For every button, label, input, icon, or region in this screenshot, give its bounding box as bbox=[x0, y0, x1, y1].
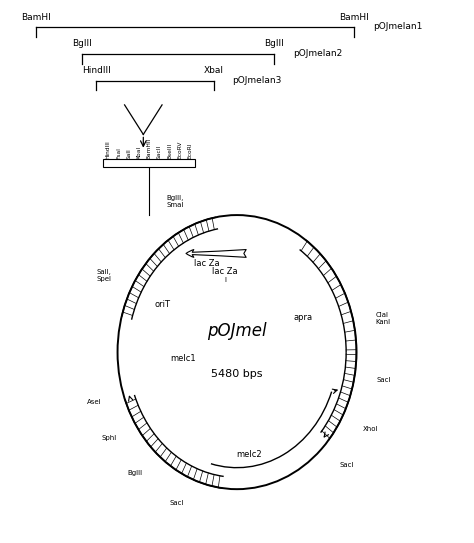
Text: AseI: AseI bbox=[87, 400, 102, 406]
Text: oriT: oriT bbox=[155, 300, 171, 308]
Text: HindIII: HindIII bbox=[106, 140, 110, 159]
Text: SacI: SacI bbox=[339, 462, 354, 468]
Text: BglII: BglII bbox=[264, 40, 284, 48]
Text: melc1: melc1 bbox=[171, 355, 196, 363]
Text: BglII: BglII bbox=[73, 40, 92, 48]
Text: BglII: BglII bbox=[127, 470, 142, 476]
Text: FsaI: FsaI bbox=[116, 147, 121, 159]
Text: l: l bbox=[224, 277, 226, 283]
Text: BamHI: BamHI bbox=[339, 12, 369, 22]
Text: BamHI: BamHI bbox=[21, 12, 50, 22]
Text: lac Za: lac Za bbox=[212, 267, 238, 276]
Text: SphI: SphI bbox=[101, 435, 117, 441]
Text: BglII,
SmaI: BglII, SmaI bbox=[166, 194, 184, 207]
Text: EcoRI: EcoRI bbox=[188, 142, 192, 159]
Text: SalI: SalI bbox=[126, 148, 131, 159]
Text: SacII: SacII bbox=[157, 144, 162, 159]
Text: BseIII: BseIII bbox=[167, 142, 172, 159]
Text: XbaI: XbaI bbox=[137, 146, 141, 159]
Text: apra: apra bbox=[293, 313, 312, 323]
Text: EcoRV: EcoRV bbox=[177, 140, 182, 159]
Text: ClaI
KanI: ClaI KanI bbox=[376, 312, 391, 325]
Text: HindIII: HindIII bbox=[82, 66, 111, 75]
Text: lac Za: lac Za bbox=[194, 258, 220, 268]
Text: SalI,
SpeI: SalI, SpeI bbox=[97, 269, 112, 282]
Text: pOJmelan1: pOJmelan1 bbox=[373, 22, 422, 31]
Text: XbaI: XbaI bbox=[203, 66, 224, 75]
Text: melc2: melc2 bbox=[236, 450, 262, 459]
Text: XhoI: XhoI bbox=[362, 426, 378, 432]
Text: pOJmel: pOJmel bbox=[207, 321, 267, 339]
Text: SacI: SacI bbox=[169, 500, 184, 506]
Text: pOJmelan3: pOJmelan3 bbox=[232, 76, 282, 85]
Text: SacI: SacI bbox=[377, 377, 391, 383]
Text: 5480 bps: 5480 bps bbox=[211, 369, 263, 378]
Text: BamHII: BamHII bbox=[146, 137, 152, 159]
Bar bbox=[103, 159, 195, 167]
Text: pOJmelan2: pOJmelan2 bbox=[293, 49, 342, 58]
